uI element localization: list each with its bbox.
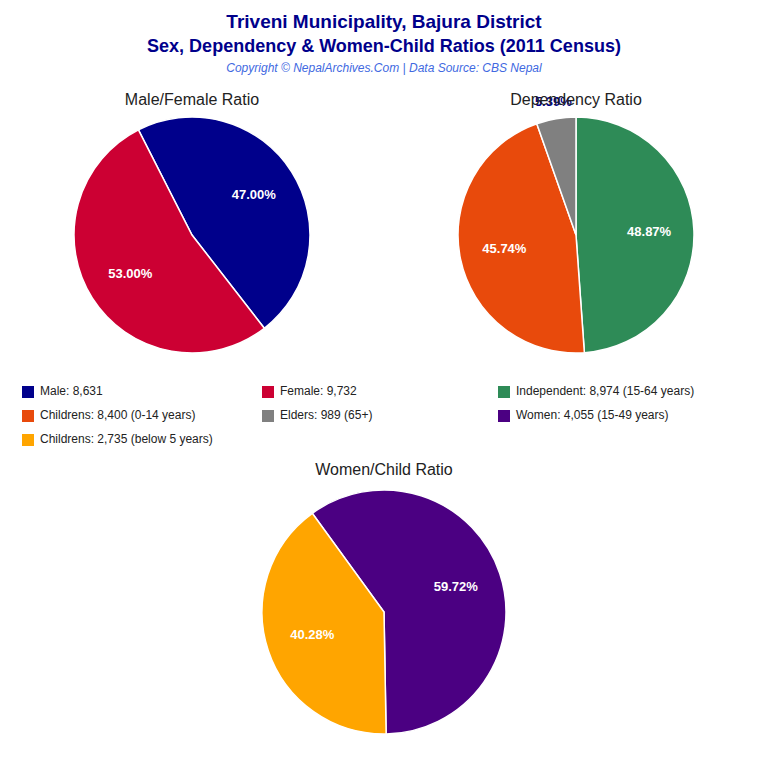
pie-chart: 47.00% 53.00% xyxy=(74,117,310,353)
pie-slice xyxy=(576,117,694,353)
pie-chart: 59.72% 40.28% xyxy=(262,490,506,734)
legend-item: Independent: 8,974 (15-64 years) xyxy=(498,384,694,398)
subtitle: Sex, Dependency & Women-Child Ratios (20… xyxy=(147,36,621,56)
legend-label: Male: 8,631 xyxy=(40,384,103,398)
pie-slice xyxy=(74,130,264,353)
legend-item: Childrens: 2,735 (below 5 years) xyxy=(22,432,213,446)
legend-label: Childrens: 2,735 (below 5 years) xyxy=(40,432,213,446)
legend-label: Elders: 989 (65+) xyxy=(280,408,372,422)
chart-root: Triveni Municipality, Bajura District Sex… xyxy=(0,0,768,768)
legend-label: Childrens: 8,400 (0-14 years) xyxy=(40,408,195,422)
legend-item: Childrens: 8,400 (0-14 years) xyxy=(22,408,195,422)
chart-title: Male/Female Ratio xyxy=(125,91,259,108)
legend-swatch xyxy=(22,386,34,398)
legend-swatch xyxy=(498,386,510,398)
legend-item: Women: 4,055 (15-49 years) xyxy=(498,408,669,422)
data-label: 53.00% xyxy=(108,266,153,281)
legend-swatch xyxy=(498,410,510,422)
legend-item: Male: 8,631 xyxy=(22,384,103,398)
data-label: 59.72% xyxy=(434,579,479,594)
legend-item: Female: 9,732 xyxy=(262,384,357,398)
title: Triveni Municipality, Bajura District xyxy=(226,11,542,32)
annotation: Copyright © NepalArchives.Com | Data Sou… xyxy=(226,61,542,75)
chart-title: Dependency Ratio xyxy=(510,91,642,108)
pie-slice xyxy=(537,117,576,235)
pie-slice xyxy=(262,513,386,734)
data-label: 47.00% xyxy=(232,187,277,202)
legend-label: Female: 9,732 xyxy=(280,384,357,398)
legend-swatch xyxy=(22,410,34,422)
pie-chart: 48.87%45.74%5.39% xyxy=(458,94,694,353)
legend-label: Women: 4,055 (15-49 years) xyxy=(516,408,669,422)
legend-swatch xyxy=(262,386,274,398)
legend: Male: 8,631 Female: 9,732 Independent: 8,9… xyxy=(22,384,694,446)
legend-item: Elders: 989 (65+) xyxy=(262,408,372,422)
data-label: 40.28% xyxy=(290,627,335,642)
legend-swatch xyxy=(22,434,34,446)
data-label: 45.74% xyxy=(482,241,527,256)
chart-title: Women/Child Ratio xyxy=(315,461,453,478)
legend-label: Independent: 8,974 (15-64 years) xyxy=(516,384,694,398)
legend-swatch xyxy=(262,410,274,422)
data-label: 48.87% xyxy=(627,224,672,239)
